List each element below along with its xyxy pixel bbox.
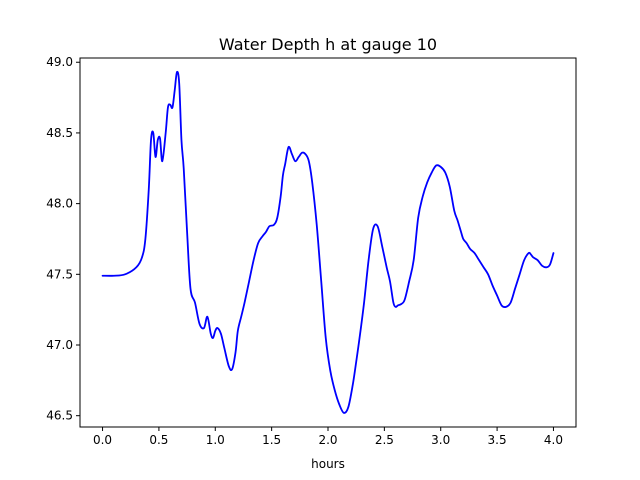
x-tick-label: 1.5 [262, 433, 281, 447]
x-tick-label: 2.5 [375, 433, 394, 447]
x-axis-ticks: 0.0 0.5 1.0 1.5 2.0 2.5 3.0 3.5 4.0 [93, 427, 563, 447]
y-tick-label: 47.5 [46, 267, 73, 281]
y-tick-label: 48.5 [46, 126, 73, 140]
plot-area-frame [79, 57, 577, 428]
x-tick-label: 2.0 [318, 433, 337, 447]
x-tick-label: 1.0 [206, 433, 225, 447]
series-line-water-depth [101, 70, 555, 414]
x-tick-label: 4.0 [544, 433, 563, 447]
y-tick-label: 46.5 [46, 409, 73, 423]
y-tick-label: 48.0 [46, 197, 73, 211]
y-axis-ticks: 46.5 47.0 47.5 48.0 48.5 49.0 [46, 55, 80, 423]
chart-title: Water Depth h at gauge 10 [219, 35, 437, 54]
x-tick-label: 0.5 [149, 433, 168, 447]
x-tick-label: 3.5 [488, 433, 507, 447]
x-tick-label: 3.0 [431, 433, 450, 447]
y-tick-label: 49.0 [46, 55, 73, 69]
x-axis-label: hours [311, 457, 345, 471]
y-tick-label: 47.0 [46, 338, 73, 352]
x-tick-label: 0.0 [93, 433, 112, 447]
